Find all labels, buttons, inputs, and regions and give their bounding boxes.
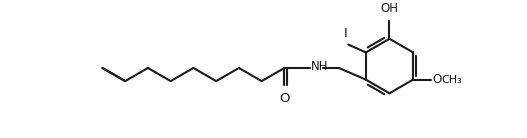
- Text: I: I: [344, 27, 347, 40]
- Text: O: O: [433, 73, 442, 86]
- Text: O: O: [279, 92, 290, 105]
- Text: CH₃: CH₃: [441, 75, 462, 85]
- Text: NH: NH: [311, 60, 328, 74]
- Text: OH: OH: [380, 2, 398, 15]
